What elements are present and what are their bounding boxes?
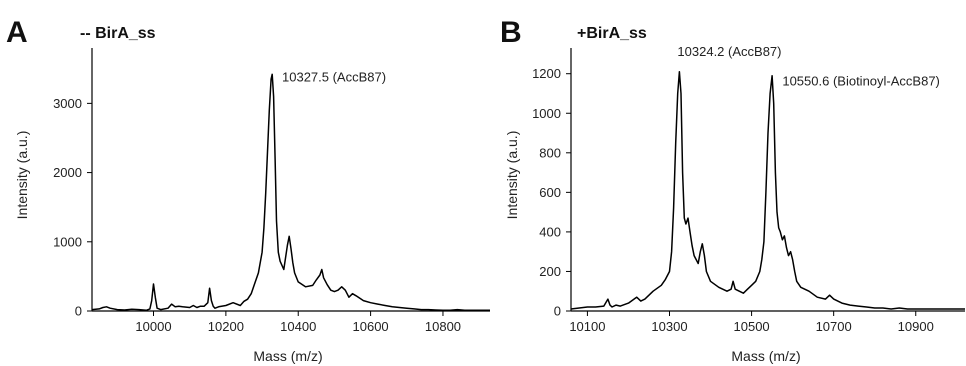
annotations-b: 10324.2 (AccB87)10550.6 (Biotinoyl-AccB8… — [677, 44, 939, 89]
y-axis-label-a: Intensity (a.u.) — [14, 131, 30, 220]
x-ticks-a: 10000 10200 10400 10600 10800 — [135, 311, 461, 334]
y-tick-label-a: 1000 — [53, 234, 82, 249]
spectrum-trace-b — [570, 70, 965, 310]
y-tick-label-b: 1000 — [532, 106, 561, 121]
panel-letter-b: B — [500, 16, 522, 49]
x-axis-label-b: Mass (m/z) — [731, 348, 800, 364]
x-tick-label-a: 10800 — [425, 319, 461, 334]
panel-a: A -- BirA_ss Mass (m/z) Intensity (a.u.)… — [6, 16, 490, 364]
peak-annotation-a: 10327.5 (AccB87) — [282, 70, 386, 85]
x-tick-label-a: 10000 — [135, 319, 171, 334]
y-tick-label-b: 200 — [539, 264, 561, 279]
panel-letter-a: A — [6, 16, 28, 49]
y-ticks-b: 0 200 400 600 800 1000 1200 — [532, 66, 571, 319]
x-ticks-b: 10100 10300 10500 10700 10900 — [569, 311, 934, 334]
peak-annotation-b: 10324.2 (AccB87) — [677, 44, 781, 59]
x-tick-label-b: 10500 — [734, 319, 770, 334]
spectrum-trace-a — [91, 73, 490, 312]
x-tick-label-a: 10600 — [353, 319, 389, 334]
x-tick-label-a: 10200 — [208, 319, 244, 334]
y-tick-label-b: 400 — [539, 224, 561, 239]
traces-b — [570, 70, 965, 310]
x-tick-label-a: 10400 — [280, 319, 316, 334]
x-tick-label-b: 10100 — [569, 319, 605, 334]
x-axis-label-a: Mass (m/z) — [253, 348, 322, 364]
panel-title-a: -- BirA_ss — [80, 25, 156, 42]
y-ticks-a: 0 1000 2000 3000 — [53, 96, 92, 319]
x-tick-label-b: 10900 — [898, 319, 934, 334]
x-tick-label-b: 10700 — [816, 319, 852, 334]
panel-b: B +BirA_ss Mass (m/z) Intensity (a.u.) 1… — [500, 16, 965, 364]
panel-title-b: +BirA_ss — [577, 25, 647, 42]
annotations-a: 10327.5 (AccB87) — [282, 70, 386, 85]
y-tick-label-b: 600 — [539, 185, 561, 200]
y-tick-label-a: 3000 — [53, 96, 82, 111]
y-tick-label-a: 0 — [75, 304, 82, 319]
y-tick-label-b: 1200 — [532, 66, 561, 81]
peak-annotation-b: 10550.6 (Biotinoyl-AccB87) — [782, 74, 940, 89]
y-axis-label-b: Intensity (a.u.) — [504, 131, 520, 220]
x-tick-label-b: 10300 — [651, 319, 687, 334]
traces-a — [91, 73, 490, 312]
y-tick-label-b: 0 — [554, 304, 561, 319]
y-tick-label-a: 2000 — [53, 165, 82, 180]
y-tick-label-b: 800 — [539, 145, 561, 160]
